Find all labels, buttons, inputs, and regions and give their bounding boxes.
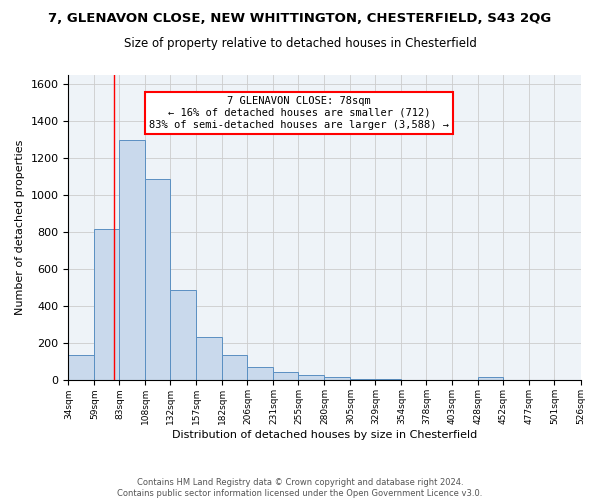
Bar (274, 372, 298, 380)
X-axis label: Distribution of detached houses by size in Chesterfield: Distribution of detached houses by size … (172, 430, 477, 440)
Bar (170, 290, 196, 380)
Bar (196, 337, 223, 380)
Bar (478, 377, 503, 380)
Text: Contains HM Land Registry data © Crown copyright and database right 2024.
Contai: Contains HM Land Registry data © Crown c… (118, 478, 482, 498)
Text: 7, GLENAVON CLOSE, NEW WHITTINGTON, CHESTERFIELD, S43 2QG: 7, GLENAVON CLOSE, NEW WHITTINGTON, CHES… (49, 12, 551, 26)
Bar (376, 379, 401, 380)
Bar (68, 354, 94, 380)
Bar (350, 378, 376, 380)
Bar (94, 228, 119, 380)
Bar (145, 178, 170, 380)
Bar (298, 375, 325, 380)
Bar (223, 356, 247, 380)
Bar (325, 377, 350, 380)
Bar (119, 140, 145, 380)
Y-axis label: Number of detached properties: Number of detached properties (15, 140, 25, 316)
Text: Size of property relative to detached houses in Chesterfield: Size of property relative to detached ho… (124, 38, 476, 51)
Text: 7 GLENAVON CLOSE: 78sqm
← 16% of detached houses are smaller (712)
83% of semi-d: 7 GLENAVON CLOSE: 78sqm ← 16% of detache… (149, 96, 449, 130)
Bar (247, 366, 274, 380)
